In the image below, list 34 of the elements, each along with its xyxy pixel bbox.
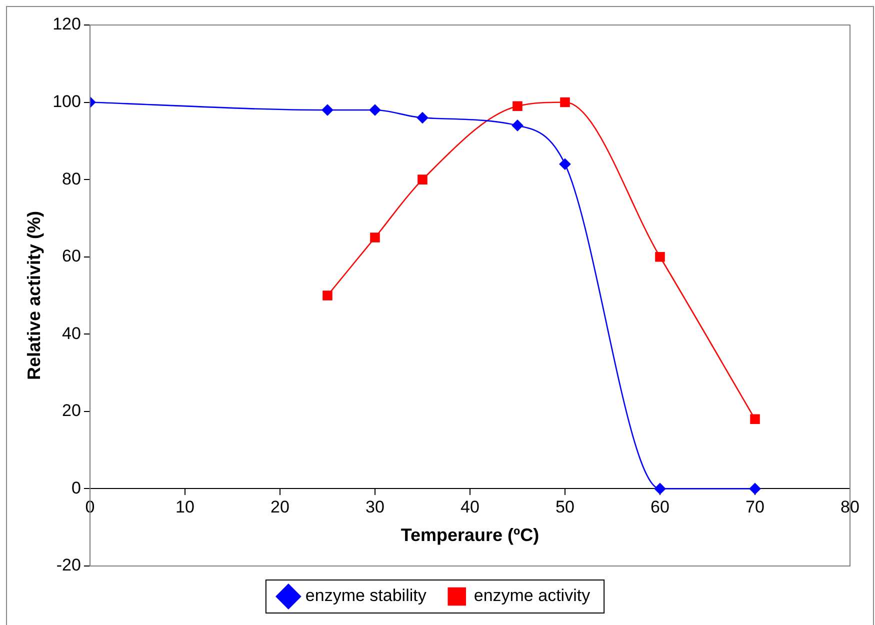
point [322,290,332,300]
x-tick-label: 60 [650,498,670,517]
point [654,483,666,494]
point [750,414,760,424]
x-tick-label: 40 [460,498,480,517]
x-tick-label: 80 [840,498,860,517]
y-tick-label: 80 [62,169,81,188]
x-tick-label: 20 [270,498,290,517]
x-tick-label: 50 [556,498,574,517]
point [418,174,428,184]
x-axis-title: Temperaure (ºC) [400,524,540,545]
y-tick-label: 120 [52,14,81,34]
point [322,104,334,116]
point [560,97,570,108]
x-tick-label: 70 [746,498,764,517]
y-axis-title: Relative activity (%) [24,210,44,380]
legend-label: enzyme stability [305,586,427,606]
point [416,112,428,124]
y-tick-label: 60 [62,246,81,266]
y-tick-label: -20 [56,556,81,575]
point [655,252,665,262]
point [369,104,381,116]
legend-label: enzyme activity [474,586,591,606]
point [512,120,524,132]
point [559,158,571,170]
y-tick-label: 40 [62,324,81,343]
point [370,232,380,242]
x-tick-label: 10 [176,498,194,517]
x-tick-label: 30 [366,498,384,517]
y-tick-label: 100 [52,92,81,111]
y-tick-label: 0 [71,478,81,498]
y-tick-label: 20 [62,401,81,420]
point [749,483,761,494]
point [512,101,522,112]
